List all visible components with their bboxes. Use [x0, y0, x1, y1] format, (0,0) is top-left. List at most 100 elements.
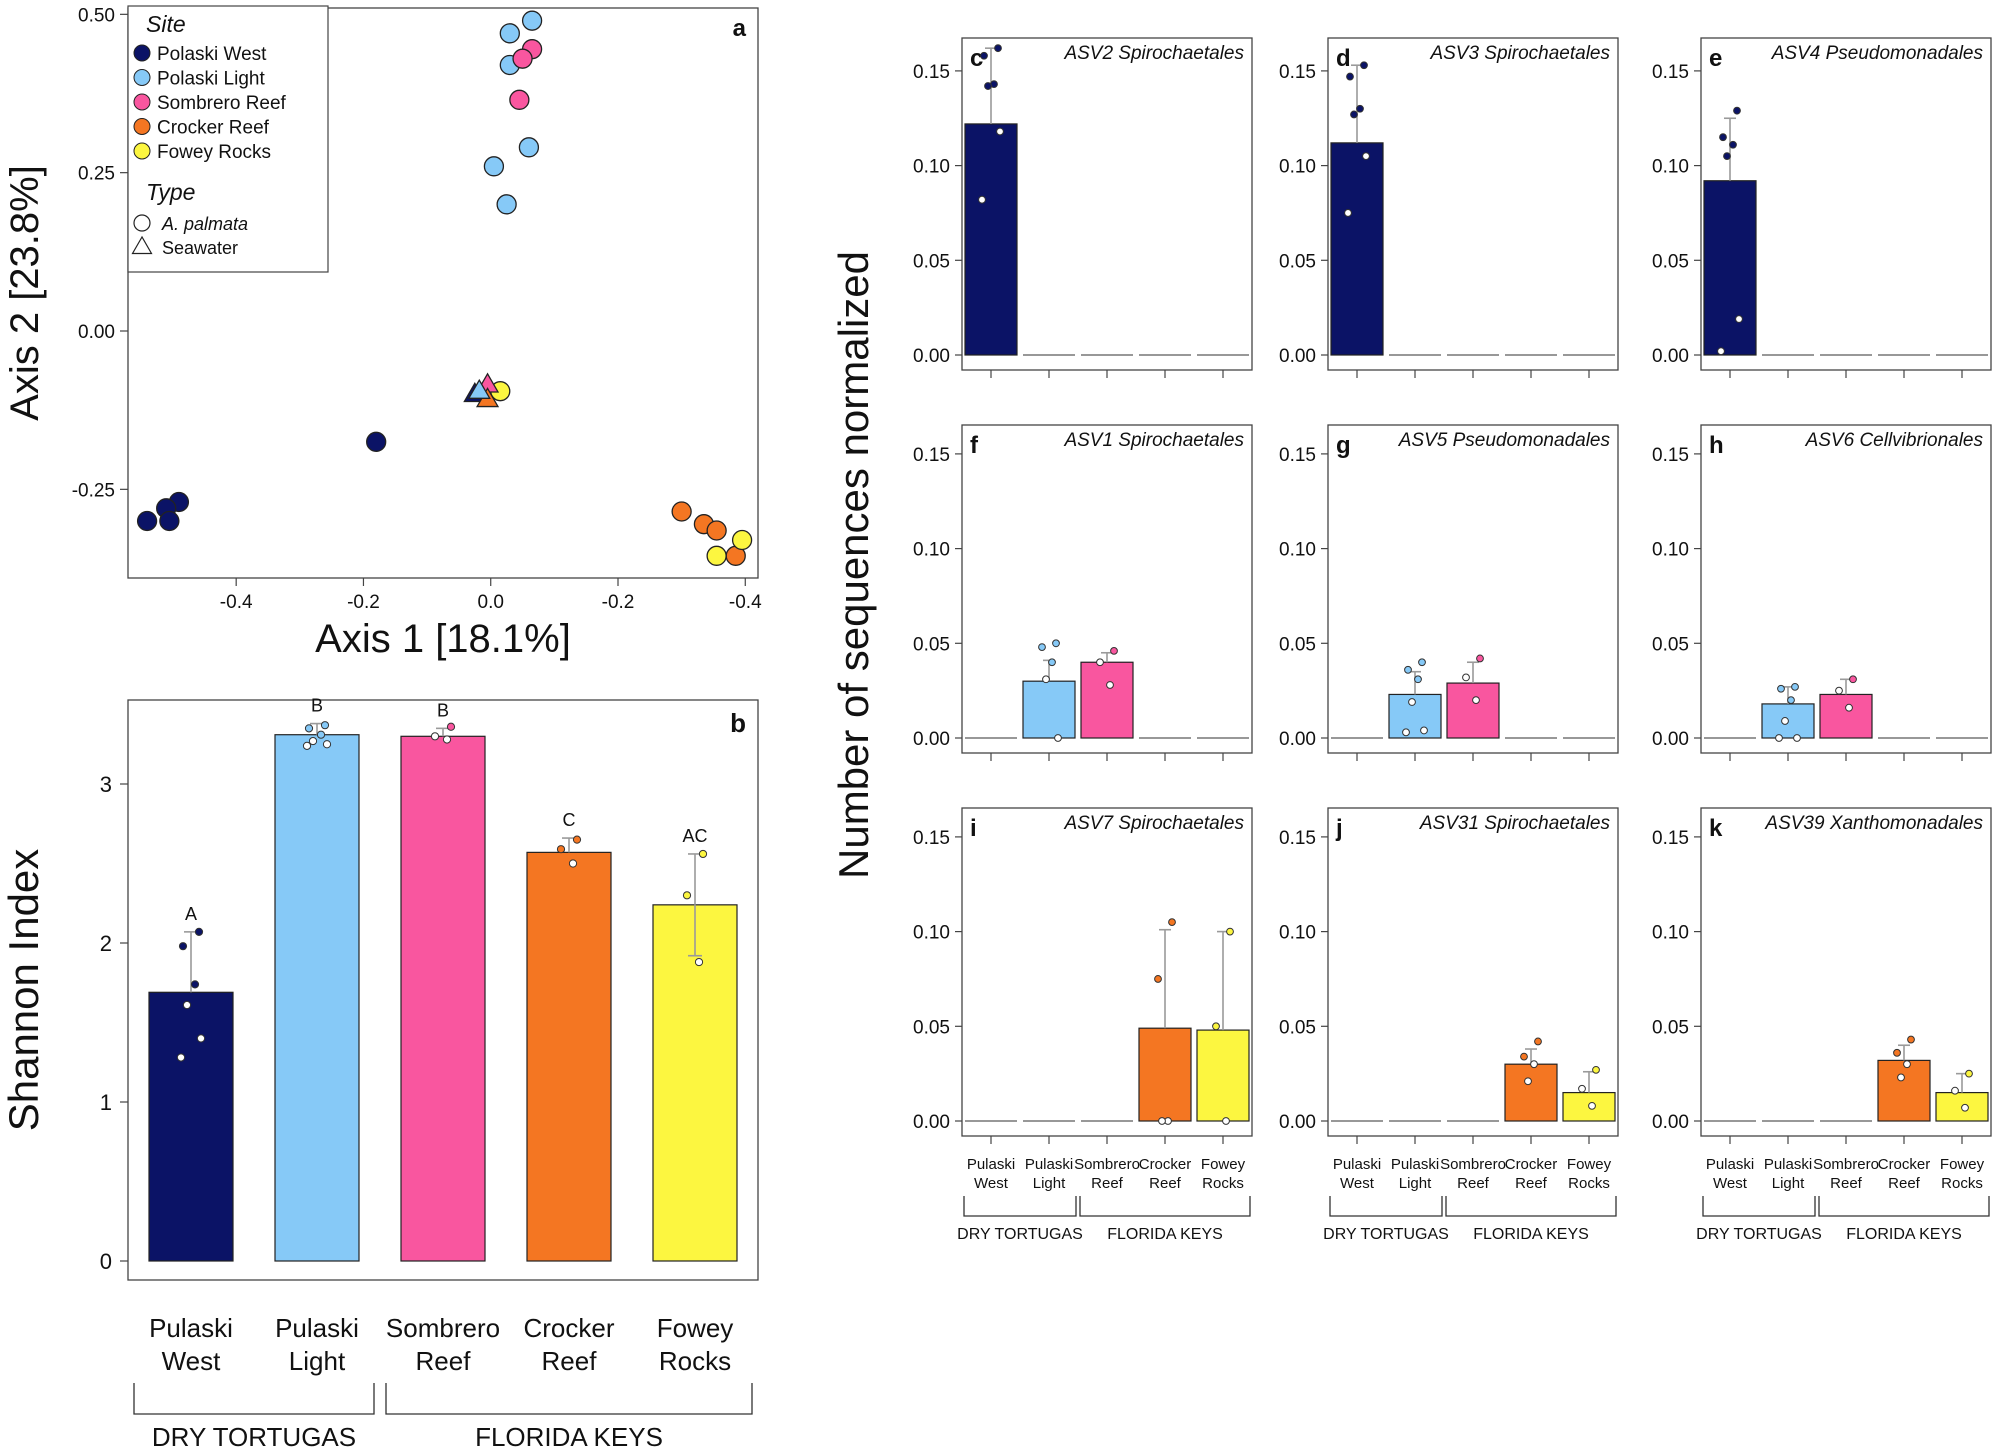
replicate-point	[1723, 152, 1731, 161]
replicate-point	[1420, 726, 1428, 735]
y-tick-label: 0.15	[913, 445, 950, 466]
x-category-label-line2: Light	[1033, 1175, 1066, 1192]
y-tick-label: 0.05	[1652, 634, 1689, 655]
panel-letter: g	[1336, 432, 1351, 459]
y-tick-label: 0.00	[1279, 346, 1316, 367]
bar-crocker-reef	[1504, 1063, 1558, 1122]
replicate-point	[1520, 1052, 1528, 1061]
bar-pulaski-light	[274, 734, 360, 1262]
point-seawater-polaski-light	[467, 378, 491, 399]
y-tick-label: 0.15	[1652, 445, 1689, 466]
y-tick-label: 0.15	[1279, 62, 1316, 83]
asv-panel-f: 0.00 0.05 0.10 0.15 f ASV1 Spirochaetales	[913, 424, 1253, 761]
group-label: DRY TORTUGAS	[1323, 1226, 1449, 1243]
replicate-point	[1110, 646, 1118, 655]
panel-letter: d	[1336, 45, 1351, 72]
y-tick-label: 0.10	[1279, 923, 1316, 944]
replicate-point	[1735, 315, 1743, 323]
bar-pulaski-light	[1388, 693, 1442, 739]
legend-shape-circle	[133, 214, 151, 232]
y-tick-label: 0.15	[1279, 828, 1316, 849]
x-category-label-line1: Pulaski	[1333, 1156, 1381, 1173]
y-tick-label: 0.10	[913, 540, 950, 561]
replicate-point	[1588, 1101, 1596, 1110]
point-polaski-light	[483, 156, 505, 177]
x-category-label-line2: Reef	[416, 1346, 472, 1376]
panel-a-pcoa-scatter: -0.4 -0.2 0.0 -0.2 -0.4 -0.25 0.00 0.25 0.50 Axis…	[3, 5, 762, 661]
replicate-point	[1360, 61, 1368, 70]
point-polaski-light	[521, 10, 543, 31]
panel-letter: i	[970, 815, 977, 842]
x-category-label-line2: Rocks	[1941, 1175, 1983, 1192]
replicate-point	[1052, 639, 1060, 648]
y-tick-label: 0.00	[913, 1112, 950, 1133]
panel-letter: k	[1709, 815, 1723, 842]
x-category-label-line1: Pulaski	[275, 1313, 359, 1343]
x-category-label-line1: Crocker	[1139, 1156, 1192, 1173]
y-tick-label: 0.15	[1652, 62, 1689, 83]
replicate-point	[984, 82, 992, 90]
point-polaski-light	[496, 194, 517, 215]
x-category-label-line2: Reef	[1515, 1175, 1548, 1192]
replicate-point	[320, 721, 330, 730]
asv-panel-i: 0.00 0.05 0.10 0.15 i ASV7 Spirochaetales Pula…	[913, 807, 1253, 1243]
replicate-point	[1408, 698, 1416, 706]
replicate-point	[1462, 673, 1470, 682]
significance-letter: B	[311, 696, 323, 716]
x-category-label-line2: Light	[289, 1346, 346, 1376]
panel-title: ASV2 Spirochaetales	[1063, 43, 1244, 64]
x-category-label-line2: West	[1340, 1175, 1375, 1192]
group-bracket	[1702, 1196, 1816, 1217]
replicate-point	[1717, 347, 1725, 356]
replicate-point	[1729, 140, 1737, 149]
replicate-point	[1524, 1077, 1532, 1086]
bar-sombrero-reef	[1819, 693, 1873, 739]
replicate-point	[556, 845, 566, 854]
x-category-label-line2: West	[1713, 1175, 1748, 1192]
panel-title: ASV7 Spirochaetales	[1063, 813, 1244, 834]
bar-pulaski-west	[1330, 142, 1384, 356]
legend-swatch-polaski-west	[133, 44, 151, 62]
bar-crocker-reef	[1877, 1059, 1931, 1122]
panel-title: ASV6 Cellvibrionales	[1805, 430, 1984, 451]
group-bracket	[1329, 1196, 1443, 1217]
y-axis-label: Axis 2 [23.8%]	[3, 165, 47, 421]
x-tick-label: -0.4	[729, 592, 762, 613]
x-category-label-line1: Pulaski	[1706, 1156, 1754, 1173]
asv-panel-e: 0.00 0.05 0.10 0.15 e ASV4 Pseudomonadales	[1652, 37, 1992, 378]
y-tick-label: 2	[100, 931, 112, 956]
replicate-point	[1835, 686, 1843, 695]
replicate-point	[1775, 734, 1783, 742]
y-tick-label: 0.00	[913, 346, 950, 367]
replicate-point	[1168, 918, 1176, 927]
replicate-point	[1362, 152, 1370, 161]
x-category-label-line1: Crocker	[523, 1313, 614, 1343]
significance-letter: AC	[682, 826, 707, 846]
panel-letter: f	[970, 432, 979, 459]
legend-label-polaski-west: Polaski West	[157, 44, 267, 65]
legend-shape-triangle	[131, 235, 153, 255]
group-bracket	[1445, 1196, 1617, 1217]
asv-panel-d: 0.00 0.05 0.10 0.15 d ASV3 Spirochaetales	[1279, 37, 1619, 378]
point-crocker-reef	[671, 501, 692, 522]
y-tick-label: 0.05	[913, 1017, 950, 1038]
bar-crocker-reef	[1138, 1027, 1192, 1122]
replicate-point	[1787, 696, 1795, 705]
x-category-label-line1: Pulaski	[1391, 1156, 1439, 1173]
point-polaski-light	[499, 23, 520, 44]
group-label: FLORIDA KEYS	[1107, 1226, 1223, 1243]
panel-letter: c	[970, 45, 983, 72]
group-label: DRY TORTUGAS	[152, 1422, 356, 1452]
x-category-label-line1: Fowey	[1567, 1156, 1612, 1173]
replicate-point	[182, 1000, 192, 1010]
replicate-point	[978, 195, 986, 204]
plot-frame	[1327, 807, 1619, 1137]
replicate-point	[302, 741, 312, 750]
point-fowey-rocks	[731, 529, 753, 551]
replicate-point	[1344, 209, 1352, 217]
panel-title: ASV31 Spirochaetales	[1419, 813, 1611, 834]
x-category-label-line1: Pulaski	[967, 1156, 1015, 1173]
legend-site-title: Site	[146, 11, 186, 37]
group-label: FLORIDA KEYS	[475, 1422, 663, 1452]
